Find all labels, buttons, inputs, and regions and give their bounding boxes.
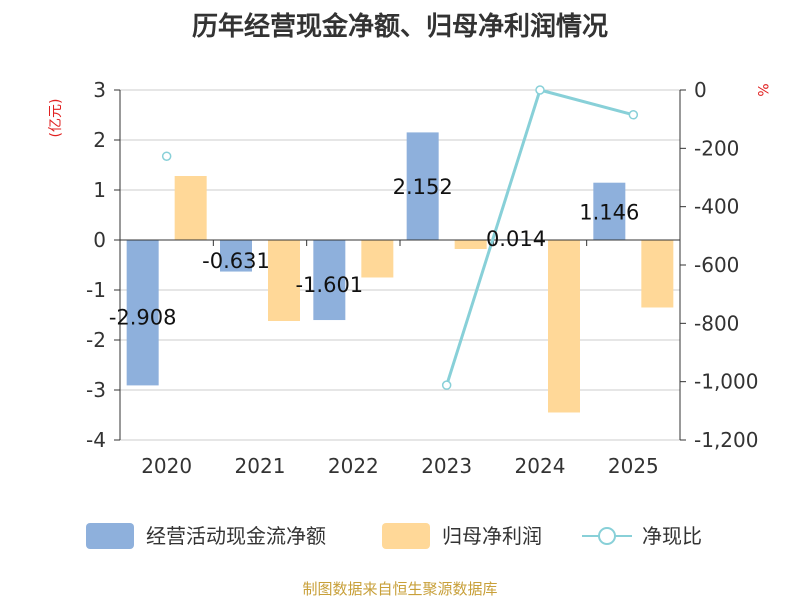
bar-net-profit-2025 [641, 240, 674, 308]
data-source-note: 制图数据来自恒生聚源数据库 [302, 580, 498, 598]
right-tick-label: -400 [694, 195, 739, 219]
legend-swatch-net-profit [382, 523, 430, 549]
right-tick-label: -800 [694, 311, 739, 335]
bar-net-profit-2023 [454, 240, 487, 249]
category-label-2022: 2022 [328, 454, 379, 478]
line-cash-ratio [445, 88, 634, 386]
data-label-operating-cashflow-2023: 2.152 [393, 175, 453, 199]
left-tick-label: 1 [93, 178, 106, 202]
bar-net-profit-2021 [268, 240, 300, 321]
bar-net-profit-2024 [548, 240, 580, 413]
left-tick-label: 3 [93, 78, 106, 102]
legend-swatch-operating-cashflow [86, 523, 134, 549]
left-tick-label: 0 [93, 228, 106, 252]
right-tick-label: -1,000 [694, 370, 758, 394]
legend-marker-cash-ratio [598, 527, 616, 545]
chart-title: 历年经营现金净额、归母净利润情况 [191, 12, 608, 42]
legend-label-cash-ratio: 净现比 [642, 524, 702, 548]
category-label-2023: 2023 [421, 454, 472, 478]
category-label-2024: 2024 [515, 454, 566, 478]
right-tick-label: 0 [694, 78, 707, 102]
data-label-operating-cashflow-2025: 1.146 [579, 200, 639, 224]
bar-operating-cashflow-2023 [406, 132, 439, 240]
right-axis-unit: % [754, 83, 770, 96]
bar-operating-cashflow-2021 [220, 240, 252, 272]
right-tick-label: -200 [694, 136, 739, 160]
data-label-operating-cashflow-2020: -2.908 [109, 306, 177, 330]
right-tick-label: -600 [694, 253, 739, 277]
data-label-operating-cashflow-2021: -0.631 [202, 249, 270, 273]
data-label-operating-cashflow-2022: -1.601 [295, 273, 363, 297]
bar-operating-cashflow-2022 [313, 240, 346, 321]
data-label-operating-cashflow-2024: 0.014 [486, 227, 546, 251]
category-label-2021: 2021 [235, 454, 286, 478]
bar-net-profit-2022 [361, 240, 394, 278]
left-tick-label: -4 [86, 428, 106, 452]
bar-net-profit-2020 [174, 176, 207, 240]
bar-operating-cashflow-2020 [126, 240, 159, 386]
left-tick-label: -2 [86, 328, 106, 352]
category-label-2020: 2020 [141, 454, 192, 478]
left-axis-unit: (亿元) [48, 99, 64, 138]
point-cash-ratio-2025 [628, 110, 639, 120]
legend-label-net-profit: 归母净利润 [442, 524, 542, 548]
point-cash-ratio-2023 [441, 380, 452, 390]
bar-operating-cashflow-2025 [593, 182, 626, 240]
category-label-2025: 2025 [608, 454, 659, 478]
legend-label-operating-cashflow: 经营活动现金流净额 [146, 524, 326, 548]
point-cash-ratio-2020 [161, 151, 172, 161]
point-cash-ratio-2024 [535, 85, 545, 95]
right-tick-label: -1,200 [694, 428, 758, 452]
left-tick-label: 2 [93, 128, 106, 152]
left-tick-label: -1 [86, 278, 106, 302]
left-tick-label: -3 [86, 378, 106, 402]
